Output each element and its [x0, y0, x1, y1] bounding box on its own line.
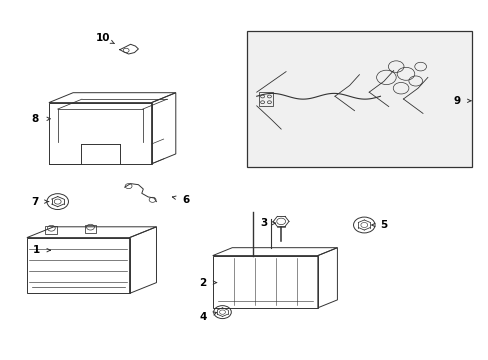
Text: 8: 8: [32, 114, 39, 124]
Bar: [246, 31, 471, 167]
Text: 3: 3: [260, 218, 267, 228]
Bar: [45, 226, 57, 234]
Text: 2: 2: [199, 278, 206, 288]
Text: 5: 5: [380, 220, 386, 230]
Bar: [259, 92, 272, 106]
Text: 9: 9: [453, 96, 460, 106]
Text: 1: 1: [33, 245, 40, 255]
Text: 6: 6: [182, 195, 189, 205]
Text: 10: 10: [95, 33, 110, 43]
Text: 7: 7: [31, 197, 39, 207]
Bar: [84, 225, 96, 233]
Text: 4: 4: [199, 312, 206, 322]
